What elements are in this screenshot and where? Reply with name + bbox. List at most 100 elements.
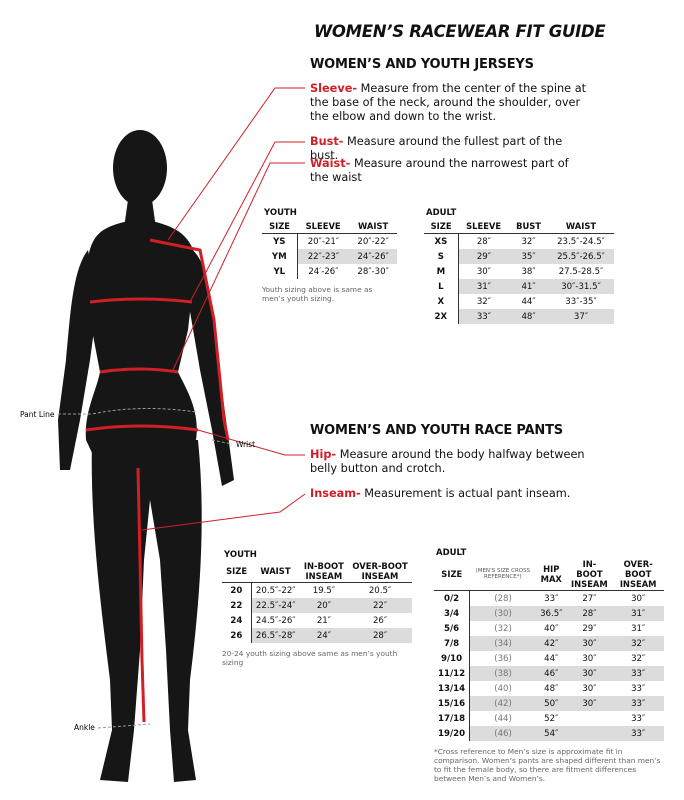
table-row: 26 26.5″-28″ 24″ 28″ — [222, 628, 412, 643]
table-cell: 30″ — [566, 666, 613, 681]
table-cell: 32″ — [476, 296, 491, 307]
table-row: M 30″ 38″ 27.5-28.5″ — [424, 264, 614, 279]
table-cell: 31″ — [458, 279, 510, 294]
section-heading: WOMEN’S AND YOUTH JERSEYS — [310, 57, 534, 72]
table-note: 20-24 youth sizing above same as men’s y… — [222, 649, 398, 667]
table-cell: 11/12 — [434, 666, 471, 681]
column-header: SLEEVE — [297, 218, 350, 234]
column-header: SIZE — [424, 218, 459, 234]
column-header: IN-BOOT INSEAM — [566, 558, 613, 591]
table-row: YL 24′-26″ 28″-30″ — [262, 264, 397, 279]
table-cell: 30″ — [631, 593, 646, 604]
table-cell: 28″ — [566, 606, 613, 621]
column-header: SIZE — [434, 558, 470, 591]
wrist-line — [211, 439, 233, 445]
table-cell: 27.5-28.5″ — [558, 266, 604, 277]
table-cell: (46) — [469, 726, 537, 741]
head — [113, 130, 167, 206]
definition-term: Hip- — [310, 448, 337, 461]
table-block: YOUTH SIZE WAIST IN-BOOT INSEAM OVER-BOOT IN… — [222, 550, 412, 667]
table-cell: 36.5″ — [536, 606, 567, 621]
header-row: SIZE WAIST IN-BOOT INSEAM OVER-BOOT INSEAM — [222, 560, 412, 583]
right-arm — [188, 250, 234, 486]
table-cell: 31″ — [631, 623, 646, 634]
table: SIZE (MEN’S SIZE CROSS REFERENCE*) HIP MAX… — [434, 558, 664, 741]
table-cell: 21″ — [316, 615, 331, 626]
table-row: 22 22.5″-24″ 20″ 22″ — [222, 598, 412, 613]
table-cell: 26″ — [372, 615, 388, 626]
column-header: OVER-BOOT INSEAM — [612, 558, 664, 591]
table-cell: 38″ — [521, 266, 536, 277]
table-cell: 24″ — [299, 628, 349, 643]
table-cell: 19/20 — [434, 726, 471, 741]
table-note: *Cross reference to Men’s size is approx… — [434, 747, 661, 783]
table-cell: 30″ — [476, 266, 491, 277]
inseam-line — [136, 467, 146, 723]
table-cell — [566, 711, 612, 726]
table-cell: 22.5″-24″ — [251, 598, 300, 613]
table-cell: 30″ — [566, 636, 613, 651]
table-cell: 28″-30″ — [357, 266, 389, 277]
table-cell: 24.5″-26″ — [255, 615, 296, 626]
table-cell: 23.5″-24.5″ — [557, 236, 605, 247]
column-header: IN-BOOT INSEAM — [299, 560, 349, 583]
table-row: 7/8 (34) 42″ 30″ 32″ — [434, 636, 664, 651]
table-cell: 24′-26″ — [308, 266, 339, 277]
table-cell: S — [424, 249, 459, 264]
column-header: SIZE — [222, 560, 252, 583]
ankle-line — [97, 723, 151, 729]
table-row: 20 20.5″-22″ 19.5″ 20.5″ — [222, 582, 412, 598]
definition-text: Measure around the body halfway between … — [310, 448, 585, 475]
table-row: YM 22″-23″ 24″-26″ — [262, 249, 397, 264]
guide-lines — [58, 407, 233, 729]
table-cell: 7/8 — [434, 636, 471, 651]
table-cell: 24 — [222, 613, 252, 628]
column-header: OVER-BOOT INSEAM — [348, 560, 412, 583]
table-cell: 44″ — [521, 296, 536, 307]
table-row: 3/4 (30) 36.5″ 28″ 31″ — [434, 606, 664, 621]
table-cell: 33″ — [612, 666, 664, 681]
table-cell: 3/4 — [434, 606, 471, 621]
table-row: X 32″ 44″ 33″-35″ — [424, 294, 614, 309]
table-cell: 33″ — [631, 713, 646, 724]
table-cell: 52″ — [544, 713, 559, 724]
table-row: YS 20″-21″ 20″-22″ — [262, 233, 397, 249]
table-cell: 33″ — [612, 726, 664, 741]
table-cell: 5/6 — [434, 621, 471, 636]
table-cell: 26 — [222, 628, 252, 643]
table-label: YOUTH — [264, 208, 297, 218]
table-cell: M — [424, 264, 459, 279]
table-cell: 20 — [222, 582, 252, 598]
table-row: L 31″ 41″ 30″-31.5″ — [424, 279, 614, 294]
table-cell: 15/16 — [434, 696, 471, 711]
title: WOMEN’S RACEWEAR FIT GUIDE — [314, 22, 606, 41]
measure-lines — [85, 238, 230, 723]
table-cell: (36) — [494, 653, 512, 664]
leader — [141, 493, 306, 531]
table-cell: 29″ — [458, 249, 510, 264]
table-cell: 48″ — [509, 309, 548, 324]
table-cell: 20.5″ — [368, 585, 392, 596]
table-cell: 28″ — [476, 236, 491, 247]
definition-term: Waist- — [310, 157, 351, 170]
table-cell: 35″ — [509, 249, 548, 264]
table-cell: (34) — [469, 636, 537, 651]
waist-line — [99, 367, 179, 374]
table-cell: YL — [262, 264, 298, 279]
sleeve-line — [149, 238, 230, 441]
table-cell: 30″ — [582, 653, 597, 664]
table-row: 5/6 (32) 40″ 29″ 31″ — [434, 621, 664, 636]
table-row: 19/20 (46) 54″ 33″ — [434, 726, 664, 741]
definition: Inseam- Measurement is actual pant insea… — [310, 487, 590, 501]
definition-term: Inseam- — [310, 487, 361, 500]
silhouette — [58, 130, 234, 782]
definition-text: Measure from the center of the spine at … — [310, 82, 587, 123]
table-cell: 20″-21″ — [307, 236, 340, 247]
table: SIZE SLEEVE BUST WAIST XS 28″ 32″ 23.5″-24.5″ S 2… — [424, 218, 614, 324]
leader — [197, 429, 305, 456]
table-cell: L — [424, 279, 459, 294]
table-cell: 54″ — [536, 726, 567, 741]
table-row: 15/16 (42) 50″ 30″ 33″ — [434, 696, 664, 711]
definition-text: Measurement is actual pant inseam. — [360, 487, 571, 500]
